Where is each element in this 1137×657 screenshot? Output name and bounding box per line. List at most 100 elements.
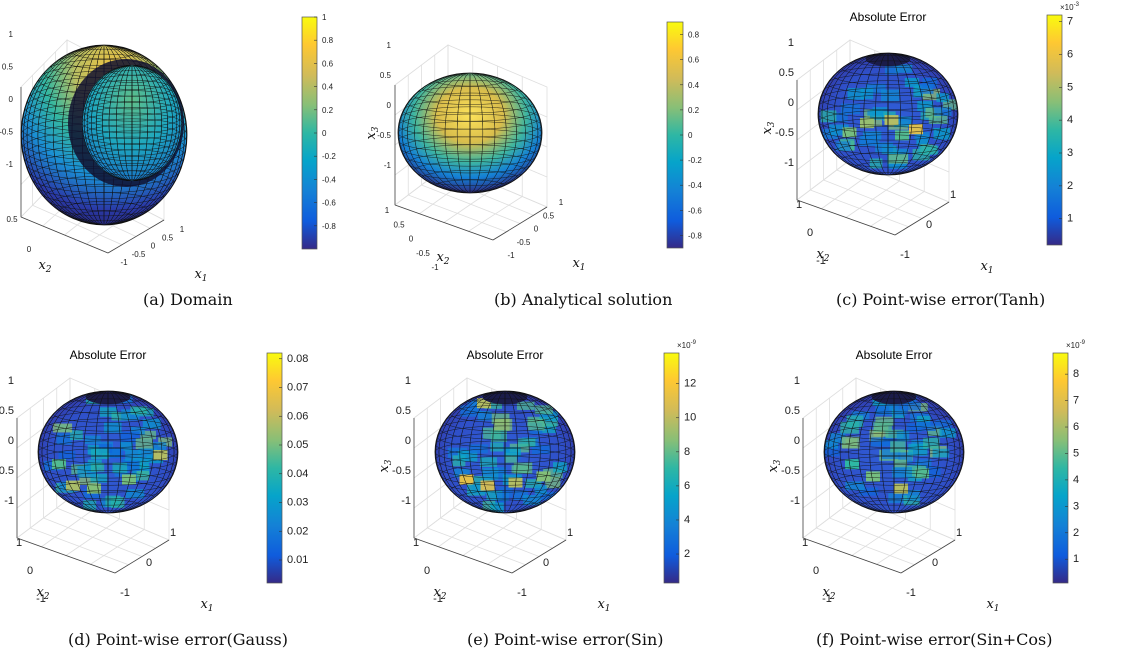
panel-e-sphere-patch <box>490 502 504 513</box>
panel-e-sphere-patch <box>518 438 536 447</box>
panel-d-sphere-lon <box>46 391 170 513</box>
panel-d-sphere-patch <box>90 448 109 460</box>
panel-f-colorbar-label: 6 <box>1073 421 1079 433</box>
panel-c-sphere-hotspot <box>860 118 874 129</box>
panel-d-sphere-patch <box>140 430 156 440</box>
panel-f-sphere-patch <box>881 448 901 459</box>
panel-d-sphere-outline <box>37 390 179 514</box>
panel-e-colorbar-label: 10 <box>684 412 696 424</box>
panel-e-sphere-patch <box>477 410 492 421</box>
panel-d-sphere-patch <box>125 489 145 499</box>
panel-e-title: Absolute Error <box>467 348 544 362</box>
panel-e-box-gf <box>427 527 526 566</box>
panel-b-box-gf <box>408 194 507 233</box>
panel-d-sphere-lat <box>38 440 178 464</box>
panel-f-sphere-patch <box>888 493 909 504</box>
panel-c-sphere-patch <box>934 107 952 116</box>
panel-f-z-label: x3 <box>766 459 783 472</box>
panel-c-y-label: x2 <box>816 247 829 264</box>
panel-d-x-tick: -1 <box>120 587 130 599</box>
panel-a-box-gf <box>32 204 123 246</box>
panel-b-box-axes <box>394 85 548 241</box>
panel-c-box-gf <box>823 179 923 219</box>
panel-f-colorbar-label: 8 <box>1073 368 1079 380</box>
panel-f-colorbar-label: 3 <box>1073 500 1079 512</box>
panel-f-colorbar-label: 2 <box>1073 527 1079 539</box>
panel-d-sphere-patch <box>90 463 105 472</box>
panel-c-box-gf <box>810 189 909 228</box>
panel-e-x-tick: -1 <box>517 587 527 599</box>
panel-d-colorbar-label: 0.01 <box>287 554 308 566</box>
panel-b-sphere-surface <box>398 73 542 193</box>
panel-d-sphere-patch <box>70 430 83 441</box>
panel-d-sphere-hotspot <box>52 459 66 470</box>
panel-e-box-y-axis <box>413 537 513 574</box>
panel-d-y-tick: 1 <box>16 537 22 549</box>
panel-b-sphere-lon <box>407 73 533 193</box>
panel-f-sphere-patch <box>851 411 870 420</box>
panel-d-sphere-patch <box>103 422 122 433</box>
panel-a-colorbar-label: -0.8 <box>322 222 336 231</box>
panel-f-sphere-lat <box>824 440 964 464</box>
panel-b-z-tick: 0.5 <box>380 71 392 80</box>
panel-e-sphere-patch <box>493 419 510 431</box>
panel-d-sphere-lon <box>53 391 163 513</box>
panel-c-sphere-hotspot <box>884 115 899 126</box>
panel-d-colorbar-label: 0.08 <box>287 353 308 365</box>
panel-d-sphere-patch <box>158 437 173 447</box>
panel-c-y-tick: 1 <box>796 199 802 211</box>
panel-e-sphere-lon <box>480 391 530 513</box>
panel-d-sphere-lon <box>41 391 175 513</box>
panel-e-colorbar-label: 8 <box>684 446 690 458</box>
panel-c-colorbar-label: 4 <box>1067 114 1073 126</box>
panel-b-sphere-fill <box>398 73 542 193</box>
panel-d-sphere-patch <box>43 460 60 471</box>
panel-d-z-tick: 0 <box>8 435 14 447</box>
panel-f-y-label: x2 <box>822 585 835 602</box>
panel-f-z-tick: 1 <box>794 375 800 387</box>
panel-e-sphere-lon <box>438 391 572 513</box>
panel-a-ilon <box>123 65 141 181</box>
panel-a-x-tick: 1 <box>180 225 185 234</box>
panel-c-sphere-patch <box>847 88 864 100</box>
panel-e-sphere-patch <box>492 469 507 480</box>
panel-f-sphere-patch <box>845 481 865 491</box>
panel-e-box-gf <box>487 529 542 565</box>
panel-b-z-tick: -0.5 <box>377 131 391 140</box>
panel-f-y-tick: -1 <box>822 593 832 605</box>
panel-f-colorbar-label: 7 <box>1073 395 1079 407</box>
panel-a-ilon <box>108 65 156 181</box>
panel-f-colorbar-label: 1 <box>1073 553 1079 565</box>
panel-f-colorbar <box>1052 352 1069 584</box>
panel-a-box-axes <box>20 87 165 254</box>
panel-d-sphere-patch <box>120 442 133 451</box>
panel-d-z-tick: 1 <box>8 375 14 387</box>
panel-f-colorbar-exponent: ×10-9 <box>1066 340 1086 350</box>
panel-d-sphere-patch <box>56 433 72 445</box>
panel-d-sphere-lon <box>72 391 144 513</box>
panel-a-x-label: x1 <box>194 267 207 284</box>
panel-e-sphere-patch <box>553 462 567 473</box>
panel-e-sphere-patch <box>513 490 529 501</box>
panel-a-ilon <box>131 65 133 181</box>
panel-a-colorbar-label: 0.8 <box>322 36 334 45</box>
panel-a-colorbar-label: 0.2 <box>322 106 334 115</box>
panel-f-sphere-patch <box>923 466 941 478</box>
panel-b-colorbar-label: 0.6 <box>688 56 700 65</box>
panel-c-colorbar-label: 1 <box>1067 213 1073 225</box>
panel-a-inner-fill <box>82 65 182 181</box>
panel-f-box-gf <box>829 517 929 557</box>
panel-b-y-tick: 0.5 <box>393 220 405 229</box>
panel-e-sphere-patch <box>479 457 498 467</box>
panel-f-sphere-patch <box>894 452 913 464</box>
panel-e-colorbar <box>663 352 680 584</box>
panel-e-sphere-patch <box>531 445 551 455</box>
panel-c-sphere-hotspot <box>842 127 857 138</box>
panel-e-colorbar-label: 12 <box>684 378 696 390</box>
panel-c-sphere-patch <box>922 77 938 88</box>
panel-d-sphere-patch <box>135 438 154 450</box>
panel-d-sphere-lon <box>62 391 154 513</box>
panel-c-sphere-patch <box>820 110 837 123</box>
panel-c-sphere-lon <box>863 53 913 175</box>
